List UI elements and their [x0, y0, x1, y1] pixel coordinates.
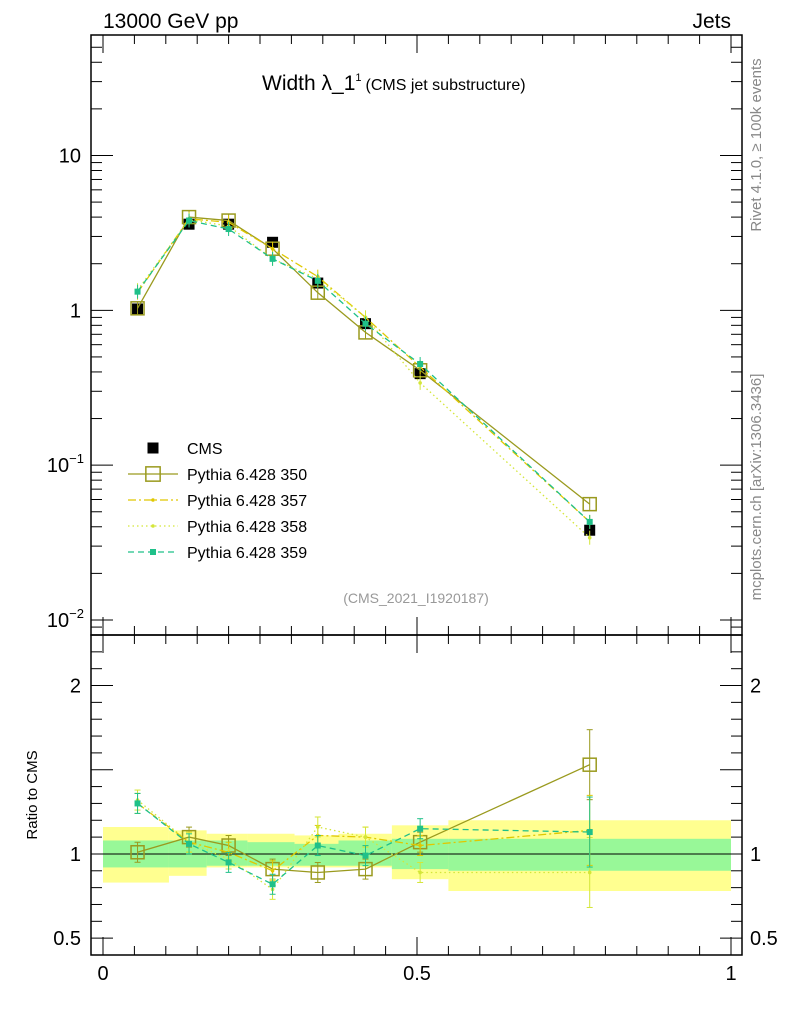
series-4-ratio-point [362, 852, 369, 859]
legend-label: Pythia 6.428 359 [187, 545, 307, 562]
series-3-ratio-point [363, 835, 368, 839]
series-4-point [225, 226, 232, 233]
series-4-point [417, 361, 424, 368]
x-tick-label: 1 [725, 963, 736, 985]
series-4-point [269, 255, 276, 262]
series-4-ratio-point [314, 842, 321, 849]
ratio-tick-label: 2 [70, 676, 81, 698]
series-4-point [586, 518, 593, 525]
legend-marker [151, 524, 155, 528]
series-1-ratio-point [130, 845, 145, 860]
ratio-tick-label-right: 2 [750, 676, 761, 698]
x-axis-ticks: 0 0.5 1 [97, 35, 737, 985]
legend-label: Pythia 6.428 358 [187, 519, 307, 536]
category-label: Jets [692, 10, 731, 33]
series-1-point [130, 301, 145, 316]
chart-title-main: Width λ_1 [262, 72, 355, 95]
series-1-ratio-point [310, 865, 326, 880]
series-4-point [362, 320, 369, 327]
series-2-line [137, 218, 591, 523]
chart-title-sup: 1 [355, 72, 361, 84]
series-1-line [136, 216, 591, 505]
series-4-ratio-point [186, 840, 193, 847]
ratio-tick-label: 0.5 [53, 928, 81, 950]
series-4-ratio-point [225, 859, 232, 866]
series-1-ratio-point [582, 757, 597, 772]
ratio-ylabel: Ratio to CMS [24, 750, 41, 839]
band-inner [294, 843, 339, 866]
series-3-point [587, 535, 592, 540]
legend-label: Pythia 6.428 350 [187, 467, 307, 484]
series-2-ratio-point [418, 843, 422, 848]
energy-label: 13000 GeV pp [103, 10, 238, 33]
series-3-ratio-point [587, 870, 592, 875]
chart-title: Width λ_11 (CMS jet substructure) [262, 72, 526, 95]
legend: CMS Pythia 6.428 350 Pythia 6.428 357 Pythi… [128, 441, 307, 562]
y-tick-label: 1 [70, 300, 81, 322]
series-3-ratio-point [418, 870, 422, 875]
ratio-axis-ticks: 0.5 0.5 1 1 2 2 [53, 651, 778, 950]
series-3-line [137, 218, 591, 539]
rivet-label: Rivet 4.1.0, ≥ 100k events [748, 58, 765, 231]
legend-marker [147, 442, 159, 454]
series-4-ratio-point [134, 800, 141, 807]
y-tick-label: 10 [59, 145, 81, 167]
series-4-ratio-point [269, 881, 276, 888]
series-2-ratio-point [270, 868, 275, 873]
series-3-point [418, 381, 422, 385]
series-4-point [314, 277, 321, 284]
legend-marker [145, 466, 161, 482]
y-tick-label: 10−1 [47, 451, 84, 477]
legend-label: CMS [187, 441, 223, 458]
legend-label: Pythia 6.428 357 [187, 493, 307, 510]
series-4-ratio-point [417, 825, 424, 832]
series-4-point [186, 217, 193, 224]
series-4-point [134, 288, 141, 295]
mcplots-label: mcplots.cern.ch [arXiv:1306.3436] [748, 374, 765, 601]
ratio-tick-label-right: 0.5 [750, 928, 778, 950]
ratio-series-group [130, 729, 597, 908]
series-4-ratio-point [586, 829, 593, 836]
y-tick-label: 10−2 [47, 606, 84, 632]
ratio-frame [90, 634, 743, 956]
chart-subtitle: (CMS jet substructure) [366, 77, 526, 94]
series-2-point [270, 246, 275, 251]
analysis-label: (CMS_2021_I1920187) [343, 590, 489, 606]
series-2-ratio-line [137, 802, 590, 872]
x-tick-label: 0.5 [403, 963, 431, 985]
ratio-tick-label: 1 [70, 844, 81, 866]
x-tick-label: 0 [97, 963, 108, 985]
main-series-group [130, 209, 597, 545]
series-4-line [137, 219, 591, 523]
main-axis-ticks: 10−2 10−1 1 10 [47, 34, 742, 636]
legend-marker [150, 549, 156, 555]
ratio-tick-label-right: 1 [750, 844, 761, 866]
series-0-point [584, 524, 596, 536]
series-3-ratio-point [315, 825, 320, 829]
series-1-point [582, 496, 597, 512]
series-3-ratio-line [137, 799, 590, 891]
legend-marker [151, 498, 155, 502]
series-4-ratio-line [137, 802, 590, 886]
